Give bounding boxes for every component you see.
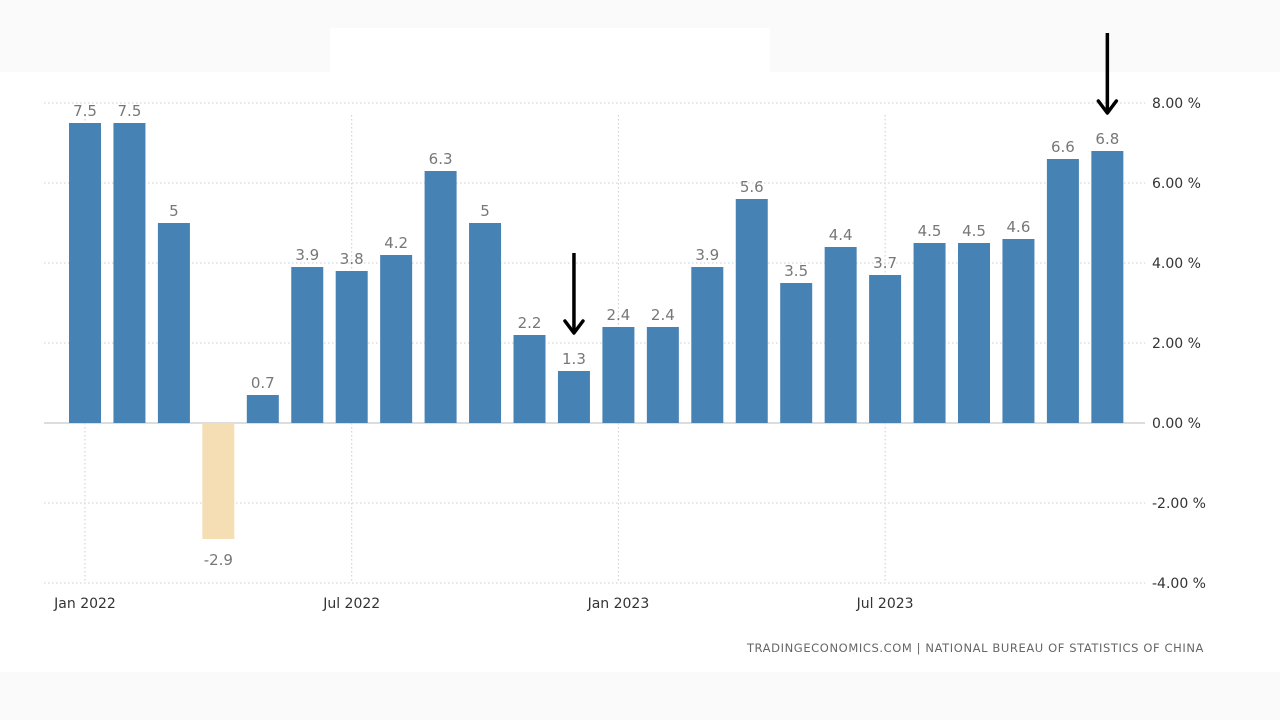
- bar-value-label: 3.9: [695, 246, 719, 264]
- x-axis-ticks: Jan 2022 Jul 2022 Jan 2023 Jul 2023: [53, 596, 913, 612]
- y-tick-label: 4.00 %: [1152, 256, 1201, 272]
- x-tick-label: Jan 2023: [587, 596, 650, 612]
- bar: [335, 271, 368, 423]
- bar-value-label: 0.7: [251, 374, 275, 392]
- chart-header-strip: [330, 28, 770, 108]
- bar: [513, 335, 546, 423]
- bar-value-label: 4.5: [918, 222, 942, 240]
- down-arrow-icon: [563, 253, 585, 335]
- bar-value-label: 4.4: [829, 226, 853, 244]
- bar: [691, 267, 724, 423]
- bars: [69, 123, 1124, 539]
- bar: [157, 223, 190, 423]
- bar-value-label: 5: [169, 202, 179, 220]
- x-tick-label: Jul 2022: [322, 596, 380, 612]
- bar-value-label: 3.9: [295, 246, 319, 264]
- bar-value-label: 2.2: [518, 314, 542, 332]
- bar-value-label: 6.3: [429, 150, 453, 168]
- bar: [202, 423, 235, 539]
- bar-value-label: 4.6: [1007, 218, 1031, 236]
- bar-value-label: 5: [480, 202, 490, 220]
- bar: [913, 243, 946, 423]
- bar: [646, 327, 679, 423]
- bar: [1002, 239, 1035, 423]
- y-tick-label: -2.00 %: [1152, 496, 1206, 512]
- bar: [291, 267, 324, 423]
- source-attribution: TRADINGECONOMICS.COM | NATIONAL BUREAU O…: [746, 641, 1204, 655]
- bar: [1091, 151, 1124, 423]
- x-tick-label: Jul 2023: [856, 596, 914, 612]
- x-tick-label: Jan 2022: [53, 596, 116, 612]
- bar: [602, 327, 635, 423]
- bar: [246, 395, 279, 423]
- down-arrow-icon: [1096, 33, 1119, 115]
- y-tick-label: 8.00 %: [1152, 96, 1201, 112]
- bar: [69, 123, 101, 423]
- value-labels: 7.5 7.5 5 -2.9 0.7 3.9 3.8 4.2 6.3 5 2.2 1.3 2.4 2.4 3…: [73, 102, 1119, 569]
- bar: [824, 247, 857, 423]
- bar-value-label: 6.8: [1095, 130, 1119, 148]
- y-tick-label: 0.00 %: [1152, 416, 1201, 432]
- bar-value-label: 1.3: [562, 350, 586, 368]
- bar: [113, 123, 146, 423]
- annotation-arrows: [563, 33, 1119, 335]
- bar: [469, 223, 502, 423]
- bar: [380, 255, 413, 423]
- bar-value-label: 6.6: [1051, 138, 1075, 156]
- y-axis-ticks: 8.00 % 6.00 % 4.00 % 2.00 % 0.00 % -2.00 % -4.…: [1152, 96, 1206, 592]
- y-tick-label: 2.00 %: [1152, 336, 1201, 352]
- bar-value-label: 4.2: [384, 234, 408, 252]
- bar-value-label: 3.8: [340, 250, 364, 268]
- bar-value-label: 2.4: [606, 306, 630, 324]
- bar-value-label: 2.4: [651, 306, 675, 324]
- bar-value-label: -2.9: [204, 551, 233, 569]
- bar-value-label: 5.6: [740, 178, 764, 196]
- bar-value-label: 4.5: [962, 222, 986, 240]
- y-tick-label: 6.00 %: [1152, 176, 1201, 192]
- bar: [958, 243, 990, 423]
- bar: [869, 275, 902, 423]
- bar: [557, 371, 590, 423]
- bar-value-label: 7.5: [118, 102, 142, 120]
- y-tick-label: -4.00 %: [1152, 576, 1206, 592]
- bar-value-label: 3.5: [784, 262, 808, 280]
- bar: [735, 199, 768, 423]
- bar-value-label: 7.5: [73, 102, 97, 120]
- bar-value-label: 3.7: [873, 254, 897, 272]
- bar: [780, 283, 813, 423]
- bar: [1046, 159, 1079, 423]
- bar: [424, 171, 457, 423]
